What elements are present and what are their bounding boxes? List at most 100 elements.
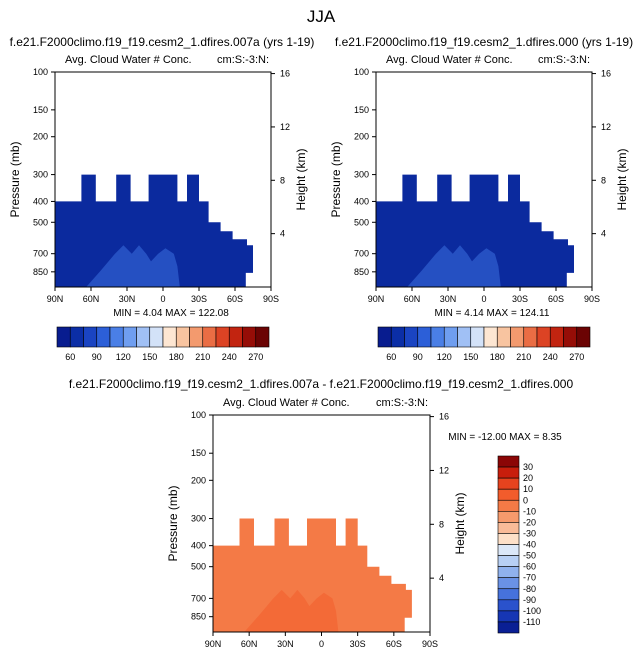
- colorbar-label: 120: [116, 352, 131, 362]
- colorbar-swatch: [536, 326, 551, 348]
- cloud-field-core: [407, 245, 501, 287]
- colorbar-swatch: [497, 455, 520, 468]
- colorbar-swatch: [497, 522, 520, 534]
- y-axis-label: Pressure (mb): [8, 141, 22, 217]
- case-caption: f.e21.F2000climo.f19_f19.cesm2_1.dfires.…: [335, 35, 633, 49]
- colorbar-swatch: [497, 533, 520, 545]
- colorbar-label: 210: [195, 352, 210, 362]
- x-tick-label: 30S: [191, 294, 207, 304]
- y2-tick-label: 12: [601, 122, 611, 132]
- colorbar-swatch: [497, 544, 520, 556]
- x-tick-label: 0: [481, 294, 486, 304]
- colorbar-swatch: [175, 326, 190, 348]
- colorbar-label: -80: [523, 584, 536, 594]
- y-axis-label: Pressure (mb): [166, 485, 180, 561]
- x-tick-label: 90S: [422, 639, 438, 649]
- colorbar-swatch: [497, 566, 520, 578]
- colorbar-label: 240: [543, 352, 558, 362]
- colorbar-swatch: [497, 555, 520, 567]
- x-tick-label: 30N: [440, 294, 457, 304]
- colorbar-swatch: [417, 326, 432, 348]
- colorbar-swatch: [523, 326, 538, 348]
- data-layer: [213, 518, 412, 632]
- colorbar-label: 90: [413, 352, 423, 362]
- colorbar-swatch: [255, 326, 270, 348]
- colorbar-label: 120: [437, 352, 452, 362]
- colorbar-label: -50: [523, 551, 536, 561]
- x-tick-label: 0: [319, 639, 324, 649]
- colorbar-label: -40: [523, 540, 536, 550]
- panel-base-run: f.e21.F2000climo.f19_f19.cesm2_1.dfires.…: [329, 35, 633, 362]
- colorbar-swatch: [483, 326, 498, 348]
- colorbar-label: 0: [523, 495, 528, 505]
- colorbar-swatch: [430, 326, 445, 348]
- x-tick-label: 0: [160, 294, 165, 304]
- colorbar-swatch: [497, 599, 520, 612]
- colorbar-swatch: [149, 326, 164, 348]
- y-tick-label: 500: [354, 217, 369, 227]
- y-tick-label: 100: [354, 67, 369, 77]
- colorbar-swatch: [496, 326, 511, 348]
- colorbar-swatch: [497, 488, 520, 501]
- y2-tick-label: 16: [439, 412, 449, 422]
- colorbar-swatch: [497, 511, 520, 523]
- colorbar-swatch: [202, 326, 217, 348]
- colorbar-swatch: [549, 326, 564, 348]
- x-tick-label: 90N: [205, 639, 222, 649]
- colorbar-swatch: [457, 326, 472, 348]
- plot-title: Avg. Cloud Water # Conc.: [386, 54, 513, 66]
- colorbar-label: -90: [523, 595, 536, 605]
- colorbar-swatch: [390, 326, 405, 348]
- x-tick-label: 90S: [584, 294, 600, 304]
- x-tick-label: 60S: [548, 294, 564, 304]
- plot-title: Avg. Cloud Water # Conc.: [65, 54, 192, 66]
- cloud-field-core: [86, 245, 180, 287]
- cloud-field-fill: [213, 518, 412, 632]
- colorbar-label: 270: [569, 352, 584, 362]
- colorbar-swatch: [404, 326, 419, 348]
- units-label: cm:S:-3:N:: [217, 54, 269, 66]
- min-max-readout: MIN = -12.00 MAX = 8.35: [448, 432, 562, 443]
- colorbar-swatch: [563, 326, 578, 348]
- y-tick-label: 400: [33, 196, 48, 206]
- x-tick-label: 30N: [277, 639, 294, 649]
- y2-tick-label: 8: [601, 175, 606, 185]
- colorbar-label: 90: [92, 352, 102, 362]
- y2-tick-label: 16: [601, 69, 611, 79]
- colorbar-swatch: [497, 577, 520, 590]
- colorbar-swatch: [109, 326, 124, 348]
- colorbar-label: 10: [523, 484, 533, 494]
- x-tick-label: 90N: [47, 294, 64, 304]
- colorbar-swatch: [189, 326, 204, 348]
- colorbar-swatch: [69, 326, 84, 348]
- colorbar-swatch: [83, 326, 98, 348]
- colorbar-swatch: [497, 621, 520, 634]
- y2-tick-label: 4: [439, 573, 444, 583]
- colorbar-label: -10: [523, 506, 536, 516]
- colorbar-label: 150: [142, 352, 157, 362]
- y-tick-label: 700: [354, 249, 369, 259]
- y-tick-label: 500: [191, 562, 206, 572]
- x-tick-label: 90N: [368, 294, 385, 304]
- y2-tick-label: 8: [439, 519, 444, 529]
- colorbar-label: 240: [222, 352, 237, 362]
- colorbar-label: 20: [523, 473, 533, 483]
- colorbar-label: 30: [523, 462, 533, 472]
- colorbar-label: -60: [523, 562, 536, 572]
- x-tick-label: 60N: [241, 639, 258, 649]
- y-tick-label: 100: [191, 410, 206, 420]
- y-tick-label: 200: [191, 475, 206, 485]
- plot-title: Avg. Cloud Water # Conc.: [223, 397, 350, 409]
- y-tick-label: 150: [354, 105, 369, 115]
- y-tick-label: 300: [191, 514, 206, 524]
- data-layer: [376, 174, 574, 287]
- y-tick-label: 400: [354, 196, 369, 206]
- colorbar-swatch: [228, 326, 243, 348]
- colorbar-label: -20: [523, 517, 536, 527]
- y2-tick-label: 16: [280, 69, 290, 79]
- colorbar-swatch: [56, 326, 71, 348]
- colorbar-swatch: [136, 326, 151, 348]
- x-tick-label: 60S: [386, 639, 402, 649]
- y-tick-label: 850: [191, 612, 206, 622]
- colorbar-label: 60: [65, 352, 75, 362]
